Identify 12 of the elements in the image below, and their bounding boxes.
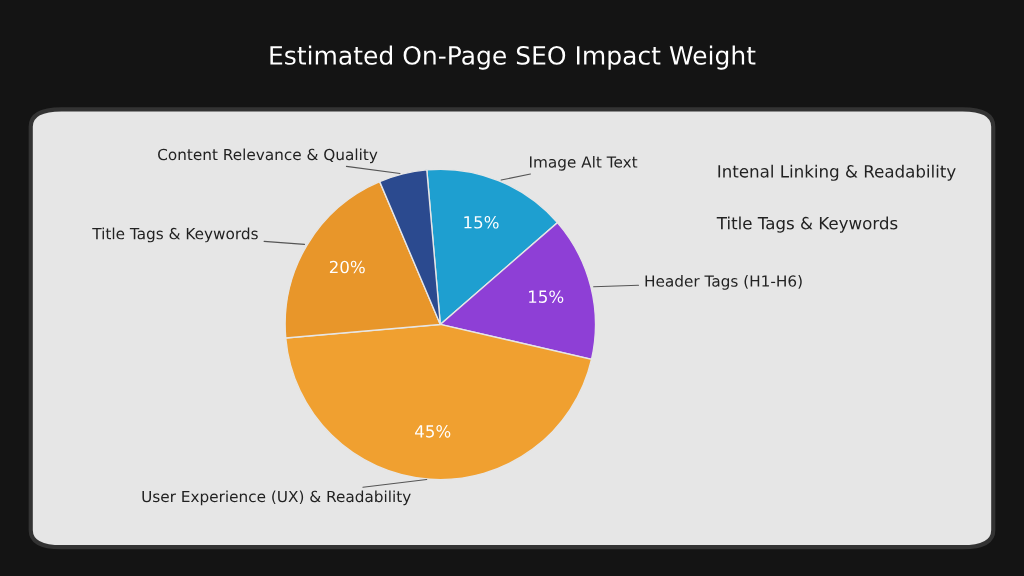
data-label: 15% <box>464 215 499 229</box>
slice-label: Image Alt Text <box>529 155 638 171</box>
slice-label: User Experience (UX) & Readability <box>142 490 411 506</box>
slice-label: Title Tags & Keywords <box>92 227 258 243</box>
slice-label: Content Relevance & Quality <box>158 148 378 164</box>
data-label: 15% <box>529 290 564 303</box>
text: Intenal Linking & Readability <box>718 164 956 181</box>
text: Title Tags & Keywords <box>716 216 898 233</box>
slice-label: Header Tags (H1-H6) <box>645 275 802 290</box>
data-label: 45% <box>415 425 451 438</box>
chart-title: Estimated On-Page SEO Impact Weight <box>270 45 756 70</box>
data-label: 20% <box>329 260 365 274</box>
